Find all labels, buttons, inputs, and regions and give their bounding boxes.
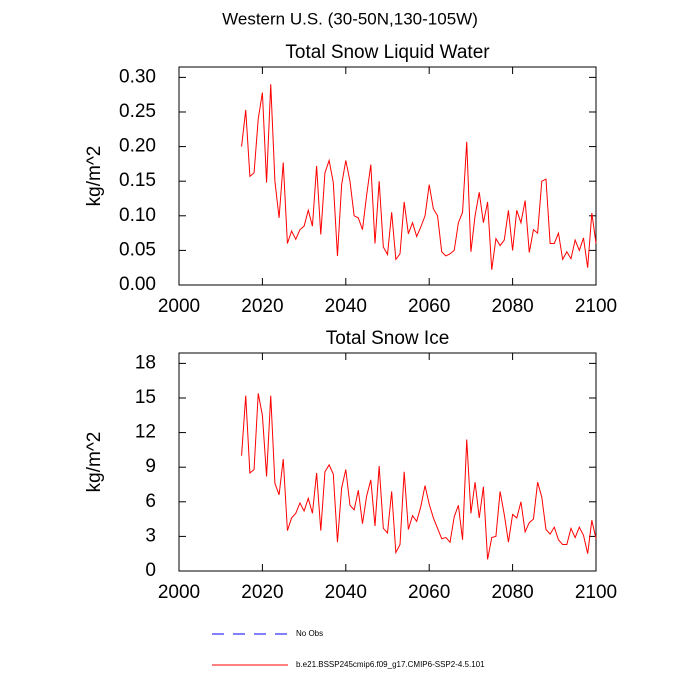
- y-tick-label: 0.05: [119, 239, 156, 260]
- y-tick-label: 12: [135, 422, 156, 443]
- x-tick-label: 2100: [575, 582, 617, 603]
- data-line: [241, 393, 597, 560]
- y-axis-label: kg/m^2: [84, 146, 105, 207]
- x-tick-label: 2020: [241, 582, 283, 603]
- y-tick-label: 15: [135, 387, 156, 408]
- x-tick-label: 2040: [325, 582, 367, 603]
- y-tick-label: 9: [145, 456, 156, 477]
- plot-frame: [178, 352, 597, 572]
- x-tick-label: 2100: [575, 296, 617, 317]
- y-tick-label: 0.15: [119, 170, 156, 191]
- y-tick-label: 6: [145, 491, 156, 512]
- y-tick-label: 0.25: [119, 101, 156, 122]
- y-tick-label: 0.00: [119, 274, 156, 295]
- x-tick-label: 2000: [158, 296, 200, 317]
- x-tick-label: 2020: [241, 296, 283, 317]
- x-tick-label: 2060: [408, 582, 450, 603]
- figure-title: Western U.S. (30-50N,130-105W): [222, 9, 478, 28]
- x-tick-label: 2000: [158, 582, 200, 603]
- x-tick-label: 2040: [325, 296, 367, 317]
- x-tick-label: 2080: [491, 296, 533, 317]
- chart-title: Total Snow Liquid Water: [285, 42, 490, 63]
- data-line: [241, 84, 597, 270]
- x-tick-label: 2080: [491, 582, 533, 603]
- y-axis-label: kg/m^2: [84, 432, 105, 493]
- y-tick-label: 0.10: [119, 205, 156, 226]
- y-tick-label: 3: [145, 525, 156, 546]
- chart-title: Total Snow Ice: [326, 328, 450, 349]
- x-tick-label: 2060: [408, 296, 450, 317]
- legend-label: b.e21.BSSP245cmip6.f09_g17.CMIP6-SSP2-4.…: [296, 660, 485, 669]
- y-tick-label: 0.20: [119, 136, 156, 157]
- y-tick-label: 0.30: [119, 66, 156, 87]
- y-tick-label: 18: [135, 352, 156, 373]
- y-tick-label: 0: [145, 560, 156, 581]
- plot-frame: [178, 66, 597, 286]
- legend-label: No Obs: [296, 629, 323, 638]
